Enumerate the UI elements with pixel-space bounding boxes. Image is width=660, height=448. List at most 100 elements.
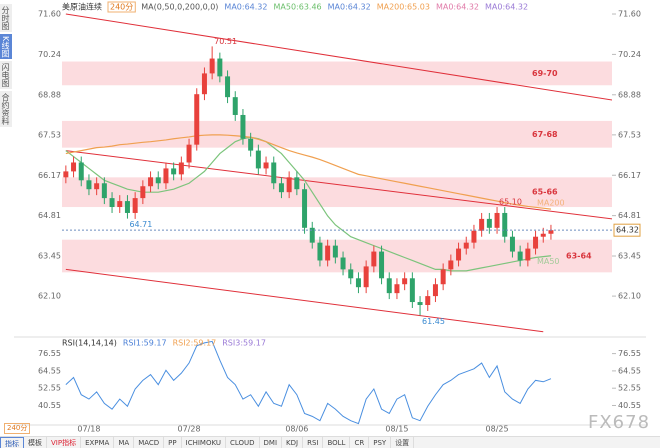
candle-body bbox=[317, 242, 323, 261]
candle-body bbox=[294, 177, 300, 190]
watermark: FX678 bbox=[588, 412, 651, 433]
candle-body bbox=[155, 177, 161, 184]
toolbar-item[interactable]: PSY bbox=[369, 437, 392, 448]
candle-body bbox=[509, 236, 515, 252]
y-tick-label-right: 64.81 bbox=[618, 211, 641, 220]
candle-body bbox=[463, 242, 469, 249]
price-zone bbox=[62, 120, 612, 148]
y-tick-label: 70.24 bbox=[38, 50, 61, 59]
toolbar-item[interactable]: PP bbox=[164, 437, 182, 448]
candle-body bbox=[402, 278, 408, 285]
y-tick-label-right: 68.88 bbox=[618, 90, 641, 99]
candle-body bbox=[340, 257, 346, 270]
candle-body bbox=[286, 177, 292, 193]
candle-body bbox=[309, 227, 315, 243]
y-tick-label: 76.55 bbox=[38, 349, 61, 358]
toolbar-item[interactable]: EXPMA bbox=[81, 437, 115, 448]
candle-body bbox=[533, 236, 539, 249]
zone-label: 63-64 bbox=[566, 252, 592, 261]
x-tick-label: 08/15 bbox=[385, 425, 408, 434]
candle-body bbox=[548, 230, 554, 234]
period-badge[interactable]: 240分 bbox=[4, 423, 31, 434]
sidebar-tab[interactable]: 合约资料 bbox=[0, 91, 12, 128]
toolbar-item[interactable]: 模板 bbox=[24, 437, 47, 448]
candle-body bbox=[240, 114, 246, 139]
candle-body bbox=[379, 251, 385, 279]
zone-label: 67-68 bbox=[532, 130, 558, 139]
toolbar-item[interactable]: 指标 bbox=[0, 437, 24, 448]
y-tick-label-right: 64.55 bbox=[618, 366, 641, 375]
toolbar-item[interactable]: MACD bbox=[134, 437, 165, 448]
x-tick-label: 07/18 bbox=[77, 425, 100, 434]
candle-body bbox=[178, 162, 184, 175]
toolbar: 指标 模板 VIP指标 EXPMA MA MACD PP ICHIMOKU CLOUD DMI KD… bbox=[0, 436, 660, 448]
candle-body bbox=[117, 201, 123, 208]
candle-body bbox=[101, 183, 107, 199]
price-annotation: 64.71 bbox=[129, 220, 152, 229]
candle-body bbox=[456, 248, 462, 261]
toolbar-item[interactable]: BOLL bbox=[323, 437, 351, 448]
sidebar-tab[interactable]: 分时图 bbox=[0, 4, 12, 32]
trend-line bbox=[65, 13, 612, 101]
y-tick-label-right: 67.53 bbox=[618, 130, 641, 139]
y-tick-label: 40.55 bbox=[38, 401, 61, 410]
indicator-label: MA(0,50,0,200,0,0) bbox=[141, 3, 218, 12]
price-zone bbox=[62, 61, 612, 86]
candle-body bbox=[363, 266, 369, 288]
y-tick-label: 67.53 bbox=[38, 130, 61, 139]
candle-body bbox=[248, 138, 254, 151]
candle-body bbox=[502, 212, 508, 237]
x-tick-label: 08/25 bbox=[486, 425, 509, 434]
y-tick-label-right: 71.60 bbox=[618, 10, 641, 19]
last-price-box bbox=[613, 223, 641, 237]
candle-body bbox=[332, 245, 338, 258]
y-tick-label-right: 62.10 bbox=[618, 292, 641, 301]
legend-entry: MA0:64.32 bbox=[436, 3, 479, 12]
period-label: 240分 bbox=[110, 3, 133, 12]
y-tick-label: 63.45 bbox=[38, 252, 61, 261]
x-tick-label: 07/28 bbox=[178, 425, 201, 434]
candle-body bbox=[371, 251, 377, 267]
legend-entry: RSI2:59.17 bbox=[173, 339, 217, 348]
toolbar-item[interactable]: MA bbox=[114, 437, 135, 448]
toolbar-item[interactable]: CLOUD bbox=[226, 437, 260, 448]
ma-end-label: MA200 bbox=[537, 199, 565, 208]
candle-body bbox=[425, 296, 431, 306]
candle-body bbox=[255, 150, 261, 169]
legend-entry: RSI1:59.17 bbox=[123, 339, 167, 348]
toolbar-item[interactable]: 设置 bbox=[391, 437, 415, 448]
candle-body bbox=[63, 171, 69, 178]
period-box bbox=[107, 1, 136, 13]
candle-body bbox=[471, 230, 477, 243]
candle-body bbox=[448, 260, 454, 270]
candle-body bbox=[109, 198, 115, 208]
candle-body bbox=[78, 162, 84, 181]
candle-body bbox=[517, 251, 523, 261]
candle-body bbox=[386, 278, 392, 294]
y-tick-label: 62.10 bbox=[38, 292, 61, 301]
y-tick-label: 52.55 bbox=[38, 384, 61, 393]
toolbar-item[interactable]: CR bbox=[350, 437, 370, 448]
ma-end-label: MA50 bbox=[537, 257, 560, 266]
candle-body bbox=[71, 162, 77, 172]
sidebar-tab[interactable]: 闪电图 bbox=[0, 61, 12, 90]
ma-line bbox=[65, 134, 552, 210]
y-tick-label-right: 70.24 bbox=[618, 50, 641, 59]
zone-label: 65-66 bbox=[532, 188, 558, 197]
candle-body bbox=[194, 94, 200, 145]
candle-body bbox=[86, 180, 92, 190]
sidebar: 分时图 K线图 闪电图 合约资料 bbox=[0, 4, 12, 128]
price-annotation: 65.10 bbox=[499, 198, 522, 207]
toolbar-item[interactable]: VIP指标 bbox=[47, 437, 82, 448]
candle-body bbox=[432, 284, 438, 297]
toolbar-item[interactable]: KDJ bbox=[282, 437, 304, 448]
toolbar-item[interactable]: RSI bbox=[303, 437, 324, 448]
legend-entry: MA0:64.32 bbox=[224, 3, 267, 12]
sidebar-tab[interactable]: K线图 bbox=[0, 34, 12, 60]
candle-body bbox=[186, 144, 192, 163]
toolbar-item[interactable]: ICHIMOKU bbox=[182, 437, 226, 448]
toolbar-item[interactable]: DMI bbox=[260, 437, 283, 448]
y-tick-label-right: 52.55 bbox=[618, 384, 641, 393]
